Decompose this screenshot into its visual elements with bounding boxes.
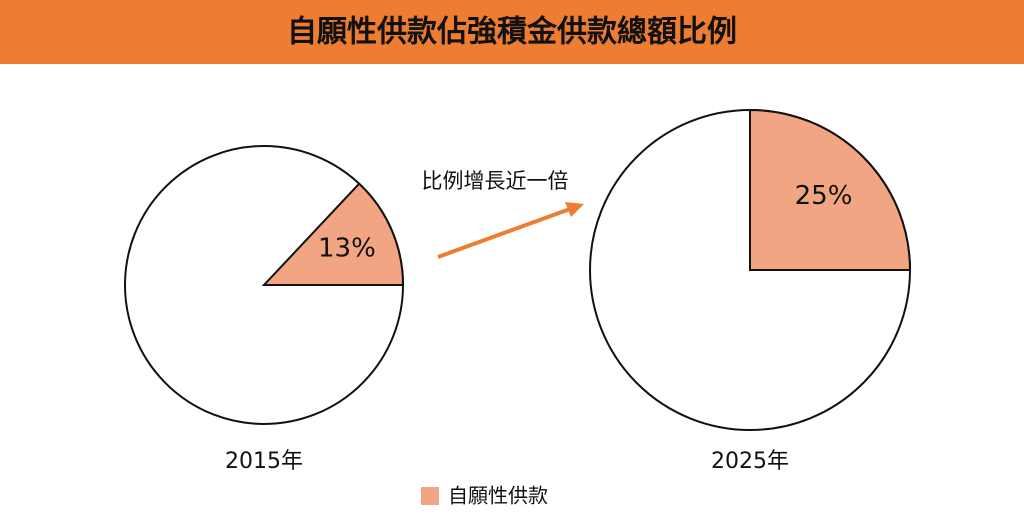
chart-title: 自願性供款佔強積金供款總額比例 — [287, 15, 737, 50]
legend-swatch — [421, 487, 439, 505]
pie-label: 2015年 — [225, 449, 303, 474]
legend-label: 自願性供款 — [448, 484, 548, 508]
arrow-head — [565, 202, 584, 217]
arrow-line — [437, 207, 571, 259]
data-label: 13% — [318, 234, 376, 264]
pie-label: 2025年 — [711, 449, 789, 474]
title-bar — [0, 0, 1024, 64]
annotation: 比例增長近一倍 — [422, 169, 569, 193]
data-label: 25% — [795, 181, 853, 211]
pie-slice — [749, 108, 912, 271]
pie-slice — [261, 182, 405, 286]
